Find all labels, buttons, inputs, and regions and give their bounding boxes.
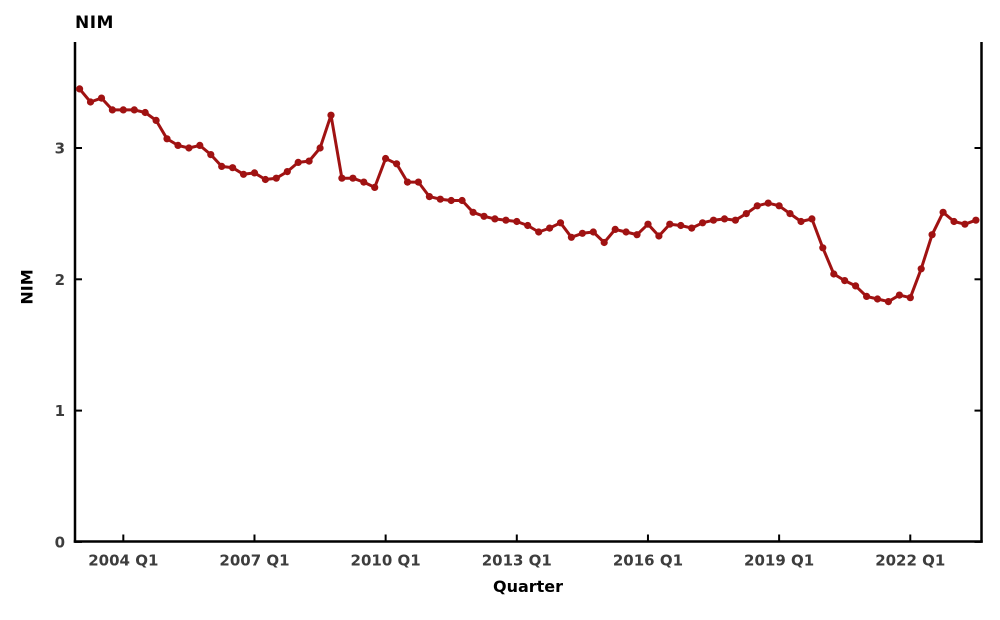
x-tick-label: 2022 Q1 <box>875 552 945 570</box>
data-point-2006-Q4 <box>239 170 248 178</box>
y-tick-label: 2 <box>55 271 65 289</box>
data-point-2004-Q2 <box>130 106 138 114</box>
data-point-2012-Q1 <box>469 208 477 216</box>
data-point-2010-Q3 <box>403 178 412 186</box>
data-point-2018-Q2 <box>742 210 750 218</box>
y-tick-label: 0 <box>55 533 65 551</box>
data-point-2013-Q4 <box>546 224 554 232</box>
data-point-2003-Q4 <box>108 106 116 114</box>
data-point-2008-Q1 <box>294 158 302 166</box>
data-point-2013-Q1 <box>513 217 521 226</box>
data-point-2020-Q3 <box>841 277 849 285</box>
data-point-2010-Q1 <box>382 154 390 163</box>
nim-line <box>78 87 978 304</box>
data-point-2019-Q1 <box>775 202 783 210</box>
data-point-2015-Q1 <box>600 238 608 247</box>
data-point-2017-Q4 <box>720 215 729 223</box>
data-point-2003-Q1 <box>76 85 84 93</box>
data-point-2006-Q3 <box>229 164 237 172</box>
data-point-2016-Q1 <box>644 220 652 228</box>
data-point-2007-Q4 <box>283 168 291 176</box>
data-point-2008-Q2 <box>305 157 313 165</box>
data-point-2007-Q2 <box>261 175 269 184</box>
data-point-2004-Q4 <box>152 116 160 124</box>
data-point-2009-Q3 <box>360 178 368 186</box>
x-tick-label: 2007 Q1 <box>219 552 289 570</box>
data-point-2012-Q4 <box>502 216 510 224</box>
data-point-2018-Q1 <box>731 216 740 224</box>
data-point-2006-Q2 <box>218 162 226 170</box>
data-point-2020-Q4 <box>852 282 860 290</box>
data-point-2007-Q1 <box>250 169 259 177</box>
data-point-2011-Q2 <box>436 195 444 203</box>
data-point-2016-Q4 <box>677 221 685 230</box>
data-point-2021-Q1 <box>863 292 871 300</box>
x-tick-label: 2004 Q1 <box>88 552 158 570</box>
data-point-2006-Q1 <box>207 151 215 159</box>
y-tick-label: 3 <box>55 140 65 158</box>
data-point-2004-Q1 <box>119 106 127 114</box>
data-point-2003-Q3 <box>97 94 106 102</box>
x-tick-label: 2019 Q1 <box>744 552 814 570</box>
x-tick-label: 2013 Q1 <box>482 552 552 570</box>
data-point-2005-Q4 <box>196 141 204 149</box>
data-point-2020-Q1 <box>819 244 827 252</box>
data-point-2020-Q2 <box>830 270 838 278</box>
data-point-2015-Q2 <box>611 225 619 233</box>
data-point-2019-Q2 <box>786 210 794 218</box>
data-point-2011-Q3 <box>447 196 455 205</box>
data-point-2011-Q4 <box>458 196 466 205</box>
data-point-2010-Q4 <box>414 178 422 186</box>
data-point-2023-Q3 <box>972 216 980 224</box>
data-point-2023-Q2 <box>961 220 969 228</box>
data-point-2012-Q2 <box>480 212 488 220</box>
data-point-2008-Q3 <box>316 144 324 152</box>
data-point-2022-Q3 <box>928 231 936 239</box>
y-tick-label: 1 <box>55 402 65 420</box>
data-point-2012-Q3 <box>491 215 499 223</box>
data-point-2013-Q3 <box>535 228 543 236</box>
data-point-2010-Q2 <box>393 160 401 168</box>
chart-title: NIM <box>75 13 114 33</box>
data-point-2016-Q2 <box>655 232 663 240</box>
data-point-2017-Q3 <box>709 216 718 224</box>
data-point-2014-Q4 <box>589 228 597 236</box>
data-point-2014-Q1 <box>556 219 565 227</box>
data-point-2009-Q4 <box>371 183 379 191</box>
data-point-2016-Q3 <box>666 220 674 228</box>
data-point-2017-Q2 <box>699 219 707 227</box>
data-point-2018-Q4 <box>764 199 772 207</box>
data-point-2021-Q3 <box>884 298 893 306</box>
data-point-2008-Q4 <box>327 111 335 119</box>
data-point-2018-Q3 <box>753 202 761 210</box>
data-point-2003-Q2 <box>86 98 95 106</box>
data-point-2022-Q2 <box>917 265 925 273</box>
data-point-2023-Q1 <box>950 217 958 226</box>
x-axis-title: Quarter <box>492 577 564 596</box>
x-tick-label: 2010 Q1 <box>351 552 421 570</box>
data-point-2017-Q1 <box>688 224 696 232</box>
data-point-2005-Q2 <box>174 141 182 149</box>
data-point-2014-Q2 <box>567 233 576 241</box>
data-point-2005-Q3 <box>185 144 193 152</box>
data-point-2015-Q3 <box>622 228 630 236</box>
data-point-2004-Q3 <box>141 108 149 117</box>
data-point-2022-Q4 <box>939 208 947 216</box>
data-point-2005-Q1 <box>163 135 171 143</box>
data-point-2019-Q4 <box>808 215 816 223</box>
data-point-2014-Q3 <box>578 229 587 237</box>
data-point-2013-Q2 <box>524 221 532 230</box>
data-point-2022-Q1 <box>906 294 914 302</box>
data-point-2021-Q4 <box>895 291 904 299</box>
x-tick-label: 2016 Q1 <box>613 552 683 570</box>
data-point-2019-Q3 <box>797 217 805 226</box>
data-point-2009-Q1 <box>338 174 346 182</box>
data-point-2021-Q2 <box>873 295 882 303</box>
data-point-2009-Q2 <box>349 174 357 182</box>
data-point-2007-Q3 <box>272 174 280 182</box>
data-point-2011-Q1 <box>425 193 433 201</box>
data-point-2015-Q4 <box>633 231 641 239</box>
